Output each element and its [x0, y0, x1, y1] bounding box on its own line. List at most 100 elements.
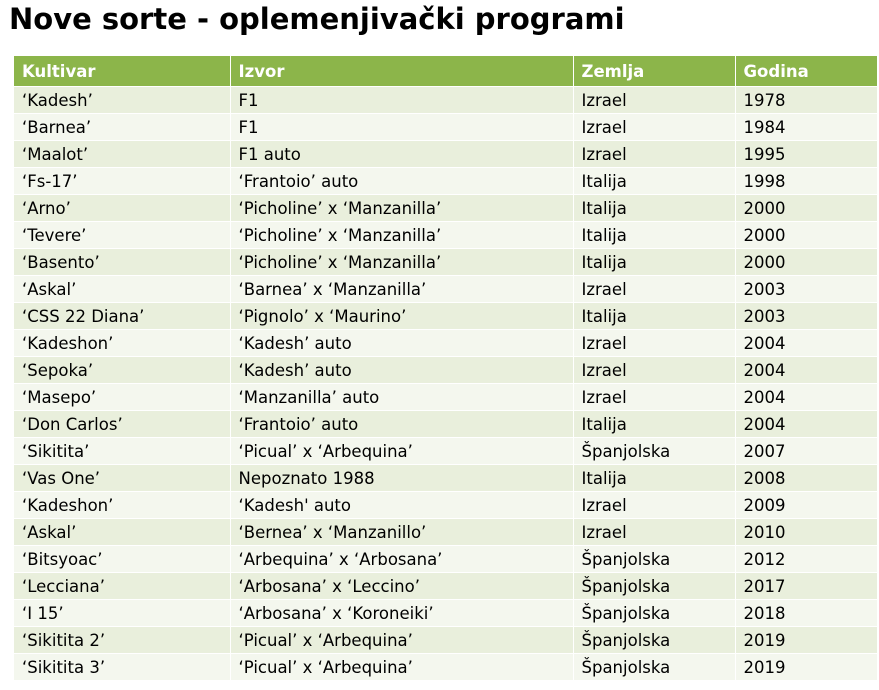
- table-cell: F1: [230, 86, 574, 114]
- table-row: ‘Kadesh’ F1 Izrael 1978: [14, 86, 878, 114]
- table-row: ‘Lecciana’ ‘Arbosana’ x ‘Leccino’ Španjols…: [14, 572, 878, 600]
- table-cell: 2018: [735, 599, 878, 627]
- table-cell: Italija: [573, 248, 736, 276]
- table-cell: ‘Vas One’: [14, 464, 231, 492]
- column-header: Godina: [735, 56, 878, 87]
- table-cell: ‘Askal’: [14, 275, 231, 303]
- table-cell: Italija: [573, 221, 736, 249]
- table-cell: 2004: [735, 410, 878, 438]
- table-cell: ‘Askal’: [14, 518, 231, 546]
- table-cell: Španjolska: [573, 572, 736, 600]
- table-cell: Italija: [573, 194, 736, 222]
- table-row: ‘Kadeshon’ ‘Kadesh' auto Izrael 2009: [14, 491, 878, 519]
- table-cell: ‘Pignolo’ x ‘Maurino’: [230, 302, 574, 330]
- table-cell: F1 auto: [230, 140, 574, 168]
- table-cell: 2004: [735, 356, 878, 384]
- table-row: ‘Vas One’ Nepoznato 1988 Italija 2008: [14, 464, 878, 492]
- table-row: ‘Askal’ ‘Barnea’ x ‘Manzanilla’ Izrael 2003: [14, 275, 878, 303]
- table-row: ‘Sikitita’ ‘Picual’ x ‘Arbequina’ Španjols…: [14, 437, 878, 465]
- table-row: ‘Sikitita 2’ ‘Picual’ x ‘Arbequina’ Španjo…: [14, 626, 878, 654]
- table-cell: ‘Picholine’ x ‘Manzanilla’: [230, 221, 574, 249]
- table-cell: 2019: [735, 653, 878, 680]
- table-row: ‘Maalot’ F1 auto Izrael 1995: [14, 140, 878, 168]
- table-row: ‘Sikitita 3’ ‘Picual’ x ‘Arbequina’ Španjo…: [14, 653, 878, 680]
- table-cell: Izrael: [573, 113, 736, 141]
- table-cell: ‘Manzanilla’ auto: [230, 383, 574, 411]
- table-cell: Italija: [573, 167, 736, 195]
- table-row: ‘Fs-17’ ‘Frantoio’ auto Italija 1998: [14, 167, 878, 195]
- table-cell: ‘Arbequina’ x ‘Arbosana’: [230, 545, 574, 573]
- table-cell: 2004: [735, 329, 878, 357]
- table-cell: Italija: [573, 302, 736, 330]
- table-cell: Izrael: [573, 329, 736, 357]
- table-row: ‘Masepo’ ‘Manzanilla’ auto Izrael 2004: [14, 383, 878, 411]
- table-cell: 2019: [735, 626, 878, 654]
- table-cell: 2012: [735, 545, 878, 573]
- table-cell: ‘Basento’: [14, 248, 231, 276]
- table-row: ‘Arno’ ‘Picholine’ x ‘Manzanilla’ Italija 2…: [14, 194, 878, 222]
- table-cell: 1978: [735, 86, 878, 114]
- table-row: ‘I 15’ ‘Arbosana’ x ‘Koroneiki’ Španjolska…: [14, 599, 878, 627]
- table-row: ‘Askal’ ‘Bernea’ x ‘Manzanillo’ Izrael 2010: [14, 518, 878, 546]
- table-cell: ‘Picholine’ x ‘Manzanilla’: [230, 248, 574, 276]
- table-cell: ‘Kadesh' auto: [230, 491, 574, 519]
- table-cell: 2000: [735, 221, 878, 249]
- table-cell: ‘Kadesh’: [14, 86, 231, 114]
- table-cell: Španjolska: [573, 545, 736, 573]
- table-cell: ‘Maalot’: [14, 140, 231, 168]
- table-body: ‘Kadesh’ F1 Izrael 1978 ‘Barnea’ F1 Izrael 1984…: [14, 86, 878, 680]
- table-cell: ‘Sikitita’: [14, 437, 231, 465]
- table-cell: 2000: [735, 194, 878, 222]
- table-cell: 2004: [735, 383, 878, 411]
- table-cell: ‘Sepoka’: [14, 356, 231, 384]
- table-cell: ‘Picholine’ x ‘Manzanilla’: [230, 194, 574, 222]
- table-cell: ‘Bitsyoac’: [14, 545, 231, 573]
- table-cell: ‘Sikitita 3’: [14, 653, 231, 680]
- table-cell: ‘Don Carlos’: [14, 410, 231, 438]
- table-cell: 1984: [735, 113, 878, 141]
- table-row: ‘Barnea’ F1 Izrael 1984: [14, 113, 878, 141]
- slide-title: Nove sorte - oplemenjivački programi: [9, 2, 625, 36]
- table-cell: ‘Arbosana’ x ‘Koroneiki’: [230, 599, 574, 627]
- table-row: ‘Bitsyoac’ ‘Arbequina’ x ‘Arbosana’ Španjo…: [14, 545, 878, 573]
- table-cell: Italija: [573, 464, 736, 492]
- table-cell: ‘Kadeshon’: [14, 491, 231, 519]
- table-cell: ‘Sikitita 2’: [14, 626, 231, 654]
- table-row: ‘Don Carlos’ ‘Frantoio’ auto Italija 2004: [14, 410, 878, 438]
- table-cell: Izrael: [573, 491, 736, 519]
- table-cell: 2007: [735, 437, 878, 465]
- table-cell: 2000: [735, 248, 878, 276]
- table-row: ‘Kadeshon’ ‘Kadesh’ auto Izrael 2004: [14, 329, 878, 357]
- table-cell: ‘Frantoio’ auto: [230, 410, 574, 438]
- table-cell: 2003: [735, 302, 878, 330]
- table-cell: F1: [230, 113, 574, 141]
- table-cell: Izrael: [573, 275, 736, 303]
- table-cell: Španjolska: [573, 653, 736, 680]
- table-cell: 2009: [735, 491, 878, 519]
- table-cell: 2003: [735, 275, 878, 303]
- table-cell: Izrael: [573, 518, 736, 546]
- table-cell: ‘Barnea’ x ‘Manzanilla’: [230, 275, 574, 303]
- table-row: ‘Sepoka’ ‘Kadesh’ auto Izrael 2004: [14, 356, 878, 384]
- cultivar-table: Kultivar Izvor Zemlja Godina ‘Kadesh’ F1 Izra…: [14, 56, 878, 680]
- column-header: Izvor: [230, 56, 574, 87]
- table-row: ‘Tevere’ ‘Picholine’ x ‘Manzanilla’ Italij…: [14, 221, 878, 249]
- table-cell: Nepoznato 1988: [230, 464, 574, 492]
- table-cell: Izrael: [573, 356, 736, 384]
- table-cell: ‘Kadeshon’: [14, 329, 231, 357]
- table-cell: ‘Fs-17’: [14, 167, 231, 195]
- table-cell: ‘CSS 22 Diana’: [14, 302, 231, 330]
- table-cell: ‘Arno’: [14, 194, 231, 222]
- table-cell: 2008: [735, 464, 878, 492]
- table-cell: ‘Picual’ x ‘Arbequina’: [230, 626, 574, 654]
- table-cell: Španjolska: [573, 626, 736, 654]
- table-cell: Izrael: [573, 140, 736, 168]
- table-cell: ‘Bernea’ x ‘Manzanillo’: [230, 518, 574, 546]
- table-cell: 2010: [735, 518, 878, 546]
- table-cell: ‘Barnea’: [14, 113, 231, 141]
- column-header: Kultivar: [14, 56, 231, 87]
- table-row: ‘Basento’ ‘Picholine’ x ‘Manzanilla’ Itali…: [14, 248, 878, 276]
- table-cell: 1998: [735, 167, 878, 195]
- table-cell: Italija: [573, 410, 736, 438]
